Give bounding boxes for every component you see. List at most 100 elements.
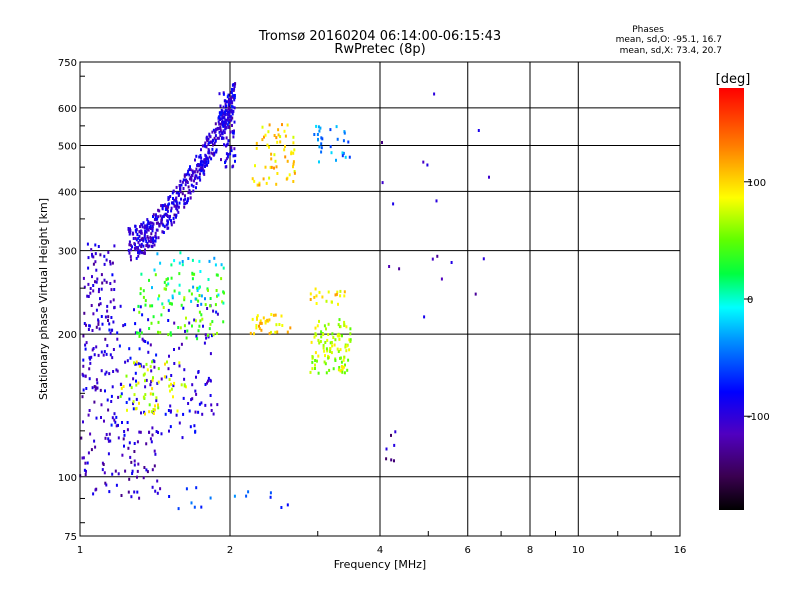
echo-point: [95, 416, 98, 420]
echo-point: [109, 331, 112, 335]
echo-point: [141, 337, 144, 341]
echo-point: [328, 368, 331, 372]
echo-point: [206, 307, 209, 310]
echo-point: [145, 378, 148, 382]
echo-point: [106, 398, 109, 402]
echo-point: [167, 367, 170, 371]
echo-point: [222, 129, 225, 133]
echo-point: [83, 468, 86, 472]
echo-point: [198, 286, 200, 290]
echo-point: [82, 456, 85, 460]
echo-point: [293, 171, 296, 175]
echo-point: [100, 369, 103, 373]
echo-point: [268, 123, 271, 127]
echo-point: [343, 355, 346, 359]
echo-point: [205, 154, 208, 158]
echo-point: [422, 160, 425, 164]
x-tick-label: 8: [527, 545, 533, 556]
echo-point: [120, 494, 123, 497]
echo-point: [323, 324, 326, 328]
echo-point: [318, 341, 321, 345]
echo-point: [111, 261, 114, 265]
echo-point: [139, 287, 142, 291]
echo-point: [129, 231, 131, 235]
echo-point: [342, 365, 345, 369]
echo-point: [146, 227, 149, 231]
echo-point: [346, 368, 349, 372]
colorbar-label: [deg]: [716, 72, 751, 87]
echo-point: [172, 197, 174, 200]
echo-point: [123, 430, 126, 433]
echo-point: [114, 420, 117, 424]
echo-point: [259, 321, 262, 325]
echo-point: [98, 327, 101, 331]
echo-point: [281, 123, 283, 127]
echo-point: [166, 213, 168, 217]
echo-point: [133, 242, 136, 246]
echo-point: [213, 256, 216, 260]
echo-point: [87, 413, 90, 417]
echo-point: [151, 360, 154, 364]
echo-point: [93, 353, 96, 357]
y-tick-label: 600: [58, 104, 77, 115]
echo-point: [126, 428, 129, 432]
echo-point: [185, 173, 188, 177]
echo-point: [111, 273, 114, 277]
echo-point: [293, 148, 296, 152]
echo-point: [95, 378, 98, 382]
echo-point: [153, 360, 156, 364]
echo-point: [202, 160, 205, 164]
echo-point: [269, 491, 272, 495]
echo-point: [82, 420, 84, 424]
echo-point: [123, 444, 125, 448]
echo-point: [195, 186, 197, 190]
echo-point: [153, 464, 156, 468]
echo-point: [348, 155, 351, 159]
echo-point: [114, 469, 117, 473]
echo-point: [247, 490, 250, 494]
echo-point: [338, 337, 341, 341]
echo-point: [339, 348, 342, 352]
echo-point: [190, 299, 193, 303]
echo-point: [185, 385, 187, 389]
echo-point: [135, 246, 138, 249]
echo-point: [155, 236, 158, 240]
echo-point: [143, 226, 146, 230]
echo-point: [177, 194, 180, 197]
echo-point: [149, 383, 152, 387]
echo-point: [200, 169, 203, 173]
echo-point: [104, 372, 107, 376]
echo-point: [217, 127, 220, 131]
echo-point: [200, 156, 203, 160]
echo-point: [222, 301, 225, 305]
echo-point: [159, 487, 162, 491]
echo-point: [113, 306, 116, 310]
echo-point: [331, 300, 333, 304]
echo-point: [136, 233, 139, 236]
echo-point: [214, 263, 217, 267]
echo-point: [327, 322, 330, 326]
echo-point: [336, 290, 339, 294]
echo-point: [211, 334, 213, 338]
echo-point: [173, 362, 176, 365]
echo-point: [193, 179, 195, 183]
echo-point: [149, 437, 152, 441]
echo-point: [151, 433, 154, 437]
echo-point: [225, 152, 228, 156]
echo-point: [230, 118, 233, 122]
echo-point: [270, 157, 273, 161]
echo-point: [198, 155, 201, 159]
echo-point: [314, 332, 317, 336]
echo-point: [154, 489, 157, 493]
echo-point: [105, 483, 108, 487]
echo-point: [285, 177, 288, 181]
echo-point: [139, 292, 142, 296]
echo-point: [167, 220, 169, 224]
echo-point: [227, 100, 230, 104]
echo-point: [144, 379, 146, 383]
echo-point: [234, 82, 236, 86]
echo-point: [311, 367, 314, 371]
echo-point: [341, 154, 344, 158]
echo-point: [204, 383, 207, 386]
echo-point: [209, 352, 212, 356]
